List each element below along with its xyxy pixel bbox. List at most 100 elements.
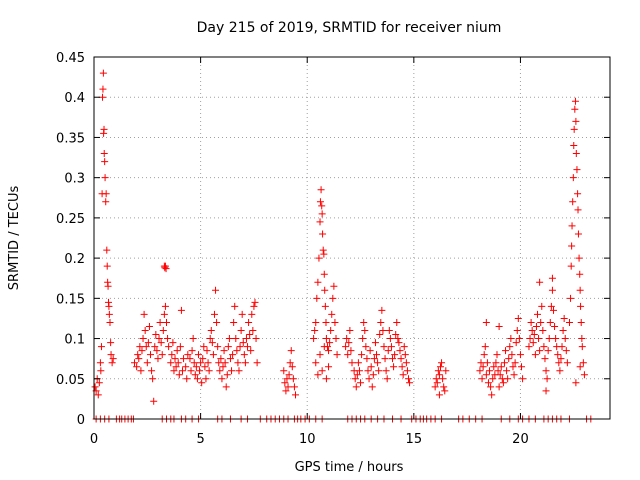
data-point <box>141 327 149 335</box>
data-point <box>537 318 545 326</box>
data-point <box>525 343 533 351</box>
data-point <box>488 391 496 399</box>
data-point <box>489 375 497 383</box>
data-point <box>131 359 139 367</box>
data-point <box>390 363 398 371</box>
data-point <box>506 343 514 351</box>
data-point <box>322 375 330 383</box>
data-point <box>190 359 198 367</box>
data-point <box>222 383 230 391</box>
data-point <box>134 351 142 359</box>
data-point <box>216 367 224 375</box>
data-point <box>381 355 389 363</box>
data-point <box>314 278 322 286</box>
data-point <box>233 347 241 355</box>
data-point <box>405 375 413 383</box>
data-point <box>574 230 582 238</box>
data-point <box>107 351 115 359</box>
data-point <box>375 367 383 375</box>
data-point <box>480 351 488 359</box>
data-point <box>376 331 384 339</box>
data-point <box>368 383 376 391</box>
data-point <box>486 367 494 375</box>
y-tick-label: 0.3 <box>64 172 85 187</box>
data-point <box>175 371 183 379</box>
data-point <box>97 367 105 375</box>
data-point <box>280 367 288 375</box>
data-point <box>347 347 355 355</box>
data-point <box>558 343 566 351</box>
data-point <box>318 367 326 375</box>
data-point <box>290 383 298 391</box>
data-point <box>563 359 571 367</box>
data-point <box>393 318 401 326</box>
data-point <box>149 375 157 383</box>
data-point <box>531 351 539 359</box>
data-point <box>208 339 216 347</box>
data-point <box>225 335 233 343</box>
data-point <box>133 363 141 371</box>
data-point <box>399 371 407 379</box>
data-point <box>382 367 390 375</box>
data-point <box>494 367 502 375</box>
data-point <box>526 335 534 343</box>
data-point <box>482 318 490 326</box>
data-point <box>326 339 334 347</box>
data-point <box>352 383 360 391</box>
data-point <box>442 367 450 375</box>
data-point <box>503 367 511 375</box>
data-point <box>351 375 359 383</box>
data-point <box>509 363 517 371</box>
data-point <box>540 343 548 351</box>
data-point <box>231 302 239 310</box>
data-point <box>539 327 547 335</box>
data-point <box>143 359 151 367</box>
data-point <box>383 375 391 383</box>
data-point <box>139 335 147 343</box>
data-point <box>316 198 324 206</box>
data-point <box>314 371 322 379</box>
data-point <box>184 351 192 359</box>
y-tick-label: 0.25 <box>56 212 85 227</box>
data-point <box>312 318 320 326</box>
data-point <box>391 351 399 359</box>
data-point <box>573 166 581 174</box>
data-point <box>541 355 549 363</box>
data-point <box>346 327 354 335</box>
data-point <box>559 327 567 335</box>
data-point <box>367 363 375 371</box>
data-point <box>284 383 292 391</box>
data-point <box>353 371 361 379</box>
data-point <box>482 371 490 379</box>
data-point <box>101 174 109 182</box>
data-point <box>213 318 221 326</box>
data-point <box>432 375 440 383</box>
data-point <box>105 310 113 318</box>
data-point <box>203 347 211 355</box>
data-point <box>362 343 370 351</box>
data-point <box>396 347 404 355</box>
data-point <box>207 327 215 335</box>
data-point <box>138 347 146 355</box>
data-point <box>236 343 244 351</box>
data-point <box>153 347 161 355</box>
y-tick-label: 0 <box>77 413 85 428</box>
data-point <box>554 351 562 359</box>
data-point <box>386 335 394 343</box>
data-point <box>439 375 447 383</box>
data-point <box>248 310 256 318</box>
data-point <box>235 367 243 375</box>
data-point <box>104 282 112 290</box>
data-point <box>176 343 184 351</box>
data-point <box>209 351 217 359</box>
data-point <box>355 367 363 375</box>
data-point <box>552 335 560 343</box>
data-point <box>380 343 388 351</box>
data-point <box>164 335 172 343</box>
data-point <box>574 206 582 214</box>
data-point <box>145 322 153 330</box>
x-tick-label: 10 <box>299 432 316 447</box>
data-point <box>477 359 485 367</box>
data-point <box>578 343 586 351</box>
